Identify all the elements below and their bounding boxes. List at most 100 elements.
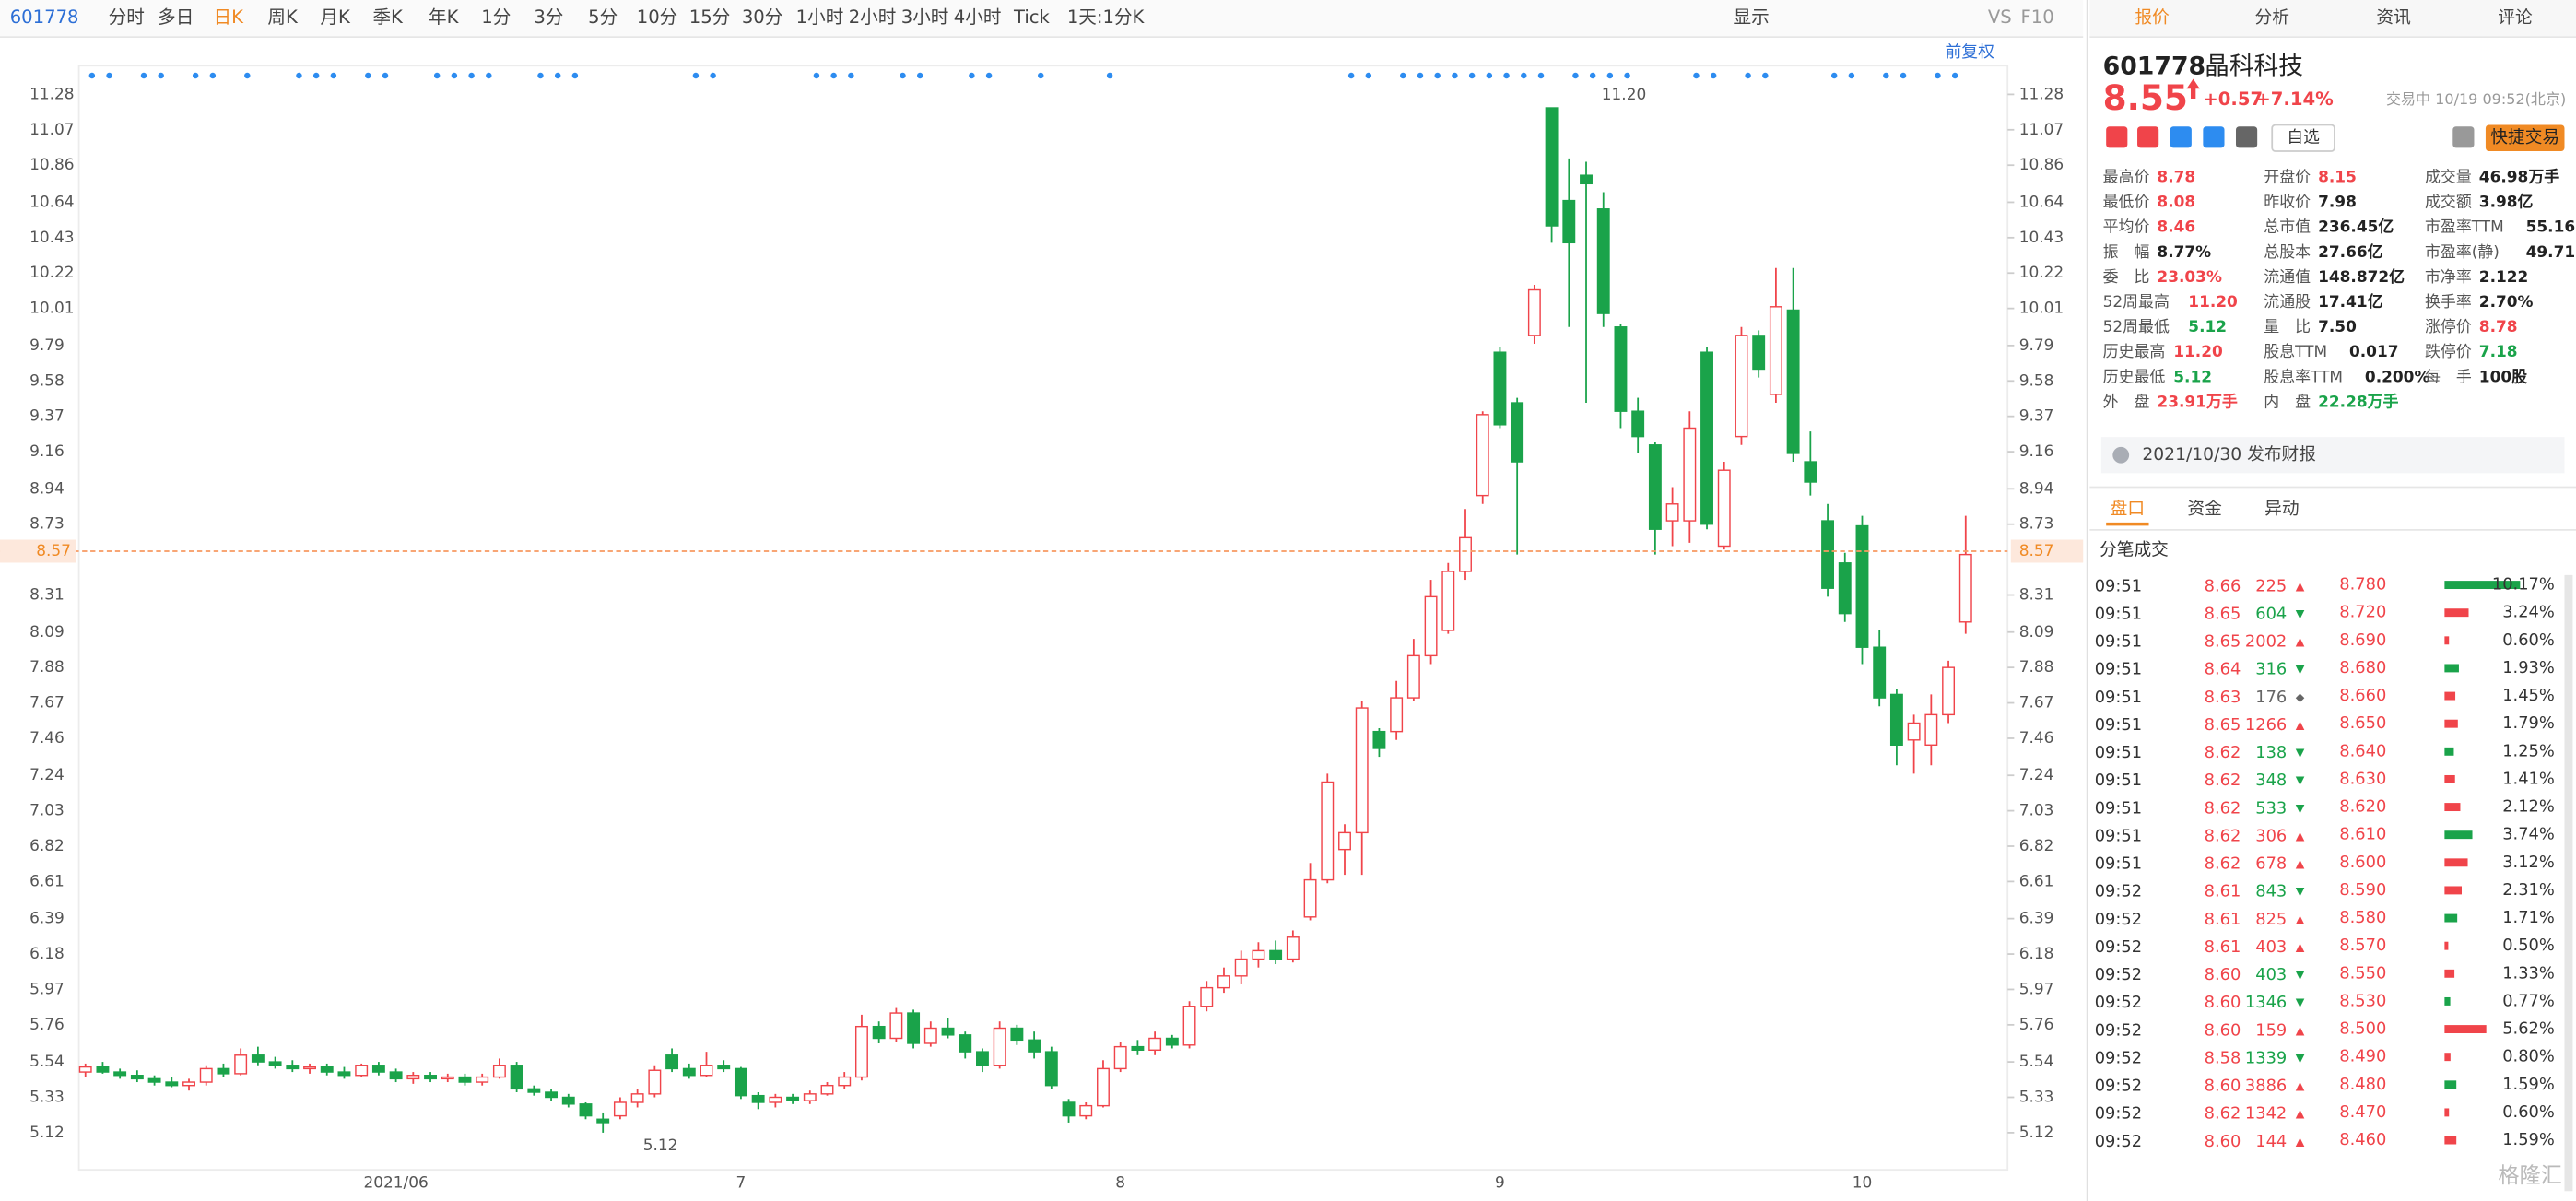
candle-body (1200, 986, 1214, 1007)
dist-price: 8.630 (2339, 769, 2386, 788)
candle-body (1355, 707, 1369, 834)
quote-tab[interactable]: 报价 (2135, 8, 2170, 28)
display-menu[interactable]: 显示 (1734, 6, 1770, 28)
dist-pct: 2.31% (2502, 880, 2555, 900)
scrollbar (2564, 574, 2573, 1192)
period-tab[interactable]: Tick (1013, 6, 1051, 28)
period-tab[interactable]: 年K (429, 6, 460, 28)
dist-pct: 1.41% (2502, 769, 2555, 788)
period-tab[interactable]: 1分 (481, 6, 511, 28)
period-tab[interactable]: 10分 (637, 6, 678, 28)
candle-body (1010, 1027, 1024, 1042)
candle-body (371, 1065, 385, 1073)
candle-body (458, 1076, 472, 1083)
trade-button-bg[interactable] (2485, 124, 2565, 151)
candle-body (1838, 562, 1852, 615)
field-label: 开盘价 (2264, 168, 2311, 186)
up-arrow (2186, 78, 2200, 99)
field-label: 最低价 (2103, 193, 2150, 211)
y-tick-label: 10.43 (29, 228, 74, 246)
watch-button[interactable]: 自选 (2287, 128, 2320, 147)
y-tick-label-right: 6.39 (2019, 909, 2054, 927)
period-tab[interactable]: 周K (267, 6, 299, 28)
dist-price: 8.620 (2339, 797, 2386, 817)
period-tab[interactable]: 2小时 (849, 6, 897, 28)
dist-bar (2444, 996, 2451, 1006)
event-dot (1452, 72, 1458, 79)
field-label: 成交额 (2425, 193, 2472, 211)
quote-pct: +7.14% (2255, 88, 2334, 110)
event-dot (1521, 72, 1527, 79)
dist-bar (2444, 747, 2454, 756)
trade-volume: 3886 (2245, 1077, 2287, 1096)
period-tab[interactable]: 多日 (158, 6, 194, 28)
period-tab[interactable]: 分时 (109, 6, 145, 28)
quote-tab[interactable]: 评论 (2498, 8, 2533, 28)
y-tick-label: 7.24 (29, 765, 65, 783)
event-dot (468, 72, 475, 79)
candle-body (734, 1067, 747, 1097)
trades-tab[interactable]: 资金 (2187, 500, 2222, 519)
y-tick-label: 8.94 (29, 478, 65, 497)
trade-direction: ▲ (2296, 939, 2305, 953)
event-dot (1624, 72, 1630, 79)
period-tab[interactable]: 日K (214, 6, 245, 28)
trade-volume: 225 (2255, 576, 2287, 595)
candle-body (1614, 326, 1628, 412)
y-tick-label: 10.86 (29, 155, 74, 173)
period-tab[interactable]: 3分 (534, 6, 563, 28)
event-dot (1951, 72, 1958, 79)
period-tab[interactable]: 5分 (588, 6, 618, 28)
trade-volume: 316 (2255, 660, 2287, 679)
event-dot (1434, 72, 1441, 79)
period-tab[interactable]: 30分 (742, 6, 783, 28)
dist-pct: 10.17% (2492, 575, 2555, 595)
dist-bar (2444, 774, 2455, 783)
period-tab[interactable]: 15分 (689, 6, 731, 28)
period-tab[interactable]: 1小时 (796, 6, 844, 28)
period-tab[interactable]: 4小时 (954, 6, 1002, 28)
dist-bar (2444, 1025, 2487, 1034)
report-notice[interactable]: 2021/10/30 发布财报 (2142, 445, 2316, 465)
y-tick-label-right: 10.22 (2019, 263, 2064, 281)
candle-body (613, 1101, 627, 1117)
field-value: 17.41亿 (2318, 292, 2383, 311)
dist-price: 8.600 (2339, 853, 2386, 872)
candle-body (1562, 199, 1576, 244)
candle-body (441, 1076, 454, 1080)
candle-body (1148, 1037, 1162, 1052)
y-tick-label: 9.58 (29, 371, 65, 389)
y-tick-label-right: 9.37 (2019, 406, 2054, 425)
stock-code[interactable]: 601778 (10, 6, 79, 28)
trade-time: 09:51 (2095, 771, 2142, 790)
candle-body (1493, 351, 1507, 426)
dist-pct: 1.59% (2502, 1075, 2555, 1094)
field-value: 8.15 (2318, 168, 2357, 186)
vs-button[interactable]: VS (1988, 6, 2012, 28)
adjust-button[interactable]: 前复权 (1945, 42, 1994, 62)
period-tab[interactable]: 月K (320, 6, 351, 28)
trades-tab[interactable]: 盘口 (2111, 500, 2145, 519)
event-dot (330, 72, 337, 79)
quote-tab[interactable]: 分析 (2255, 8, 2289, 28)
dist-bar (2444, 691, 2456, 701)
field-label: 内 盘 (2264, 392, 2311, 410)
dist-price: 8.780 (2339, 575, 2386, 595)
candle-body (596, 1118, 610, 1124)
candle-body (1062, 1101, 1076, 1117)
event-dot (900, 72, 906, 79)
trade-time: 09:52 (2095, 1104, 2142, 1124)
trades-tab[interactable]: 异动 (2264, 500, 2299, 519)
dist-pct: 3.74% (2502, 825, 2555, 844)
y-tick-label: 8.31 (29, 585, 65, 604)
f10-button[interactable]: F10 (2020, 6, 2053, 28)
watch-button-bg[interactable] (2271, 124, 2335, 152)
period-tab[interactable]: 1天:1分K (1067, 6, 1146, 28)
period-tab[interactable]: 季K (372, 6, 404, 28)
trade-button[interactable]: 快捷交易 (2490, 128, 2559, 147)
period-tab[interactable]: 3小时 (901, 6, 949, 28)
trade-direction: ▼ (2296, 884, 2305, 898)
y-tick-label-right: 11.07 (2019, 120, 2064, 138)
quote-tab[interactable]: 资讯 (2376, 8, 2411, 28)
